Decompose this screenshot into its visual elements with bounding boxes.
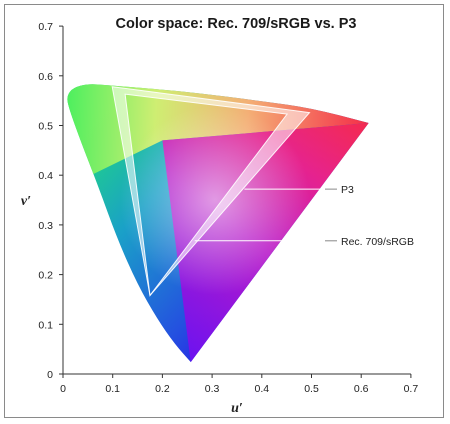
gamut-triangle-srgb — [124, 93, 289, 297]
y-axis-label: v′ — [21, 194, 31, 209]
x-tick-label: 0.7 — [404, 383, 419, 395]
y-tick-label: 0 — [47, 369, 53, 381]
axes: 0 0.1 0.2 0.3 0.4 0.5 0.6 0.7 0 0.1 0.2 0.3 0.4 0.5 0.… — [21, 21, 418, 416]
spectral-locus-gamut — [67, 84, 369, 363]
x-tick-label: 0 — [60, 383, 66, 395]
y-tick-label: 0.2 — [38, 270, 53, 282]
x-tick-label: 0.2 — [155, 383, 170, 395]
y-tick-label: 0.6 — [38, 71, 53, 83]
gamut-triangle-p3 — [111, 86, 311, 297]
callout-label-rec-709-srgb: Rec. 709/sRGB — [341, 236, 414, 248]
callout-label-p3: P3 — [341, 184, 354, 196]
x-tick-label: 0.4 — [254, 383, 269, 395]
x-axis-label: u′ — [231, 401, 243, 416]
x-tick-label: 0.3 — [205, 383, 220, 395]
x-tick-label: 0.5 — [304, 383, 319, 395]
chart-title: Color space: Rec. 709/sRGB vs. P3 — [115, 16, 357, 32]
x-tick-label: 0.1 — [105, 383, 120, 395]
y-tick-label: 0.7 — [38, 21, 53, 33]
y-tick-label: 0.5 — [38, 121, 53, 133]
x-tick-label: 0.6 — [354, 383, 369, 395]
y-tick-label: 0.1 — [38, 319, 53, 331]
y-tick-label: 0.4 — [38, 170, 53, 182]
y-tick-label: 0.3 — [38, 220, 53, 232]
